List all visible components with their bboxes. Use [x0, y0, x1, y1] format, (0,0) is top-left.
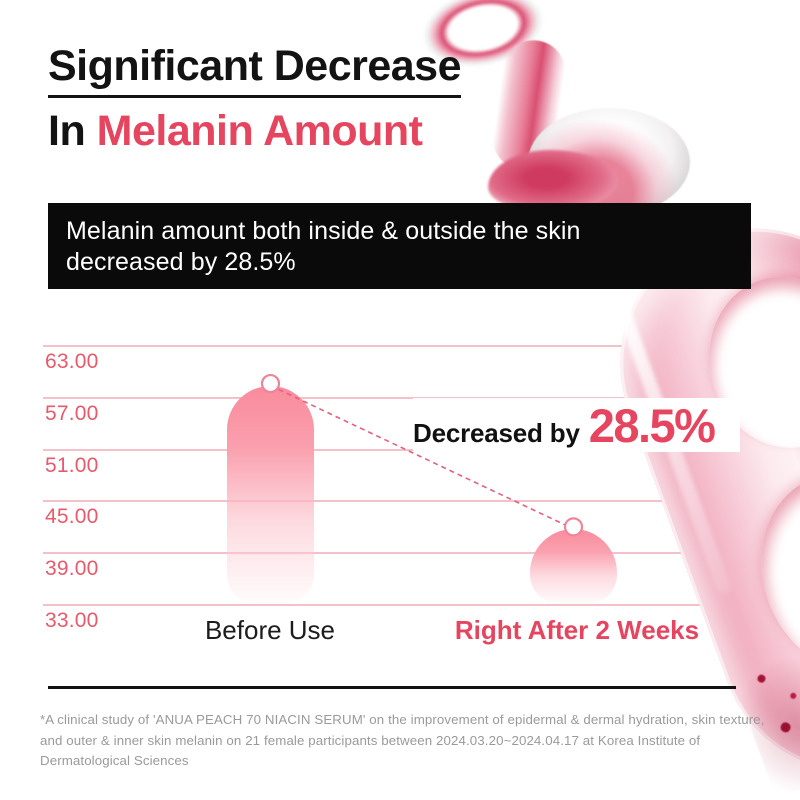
y-tick-label: 57.00: [45, 402, 99, 425]
x-label-after-bold: 2 Weeks: [595, 615, 700, 645]
y-tick-label: 51.00: [45, 454, 99, 477]
study-footnote-line-1: *A clinical study of 'ANUA PEACH 70 NIAC…: [40, 712, 765, 727]
study-footnote: *A clinical study of 'ANUA PEACH 70 NIAC…: [40, 710, 788, 772]
glass-bulb-image: [528, 108, 690, 216]
bar-before-use: [227, 385, 314, 604]
title-line-2-highlight: Melanin Amount: [96, 106, 423, 155]
claim-banner-line-1: Melanin amount both inside & outside the…: [66, 217, 581, 245]
data-point-before: [260, 373, 281, 394]
gridline: [43, 552, 733, 554]
title-line-2-prefix: In: [48, 106, 97, 155]
gridline: [43, 604, 733, 606]
claim-banner: Melanin amount both inside & outside the…: [48, 203, 751, 289]
gridline: [43, 397, 733, 399]
title-line-1: Significant Decrease: [48, 43, 462, 98]
y-tick-label: 33.00: [45, 609, 99, 632]
decrease-annotation-text: Decreased by: [413, 418, 580, 448]
x-label-right-after-2-weeks: Right After 2 Weeks: [442, 615, 712, 646]
gridline: [43, 449, 733, 451]
title-line-2: In Melanin Amount: [48, 107, 461, 156]
y-tick-label: 45.00: [45, 505, 99, 528]
trend-connector: [260, 373, 584, 537]
serum-pour-stream-image: [488, 36, 570, 174]
page-title: Significant Decrease In Melanin Amount: [48, 43, 462, 156]
gridline: [43, 500, 733, 502]
study-footnote-line-2: and outer & inner skin melanin on 21 fem…: [40, 732, 701, 769]
dashed-trend-line: [270, 384, 574, 530]
decrease-annotation: Decreased by 28.5%: [413, 398, 740, 452]
footer-divider-line: [48, 686, 736, 689]
gridline: [43, 345, 733, 347]
melanin-bar-chart: 63.00 57.00 51.00 45.00 39.00 33.00: [43, 345, 733, 632]
y-tick-label: 39.00: [45, 557, 99, 580]
x-label-before-use: Before Use: [204, 615, 336, 645]
x-label-after-prefix: Right After: [454, 615, 596, 645]
tube-bubble-image: [729, 443, 800, 704]
claim-banner-line-2: decreased by 28.5%: [66, 247, 296, 276]
data-point-after: [563, 517, 584, 537]
decrease-annotation-value: 28.5%: [588, 399, 716, 452]
y-tick-label: 63.00: [45, 350, 99, 373]
